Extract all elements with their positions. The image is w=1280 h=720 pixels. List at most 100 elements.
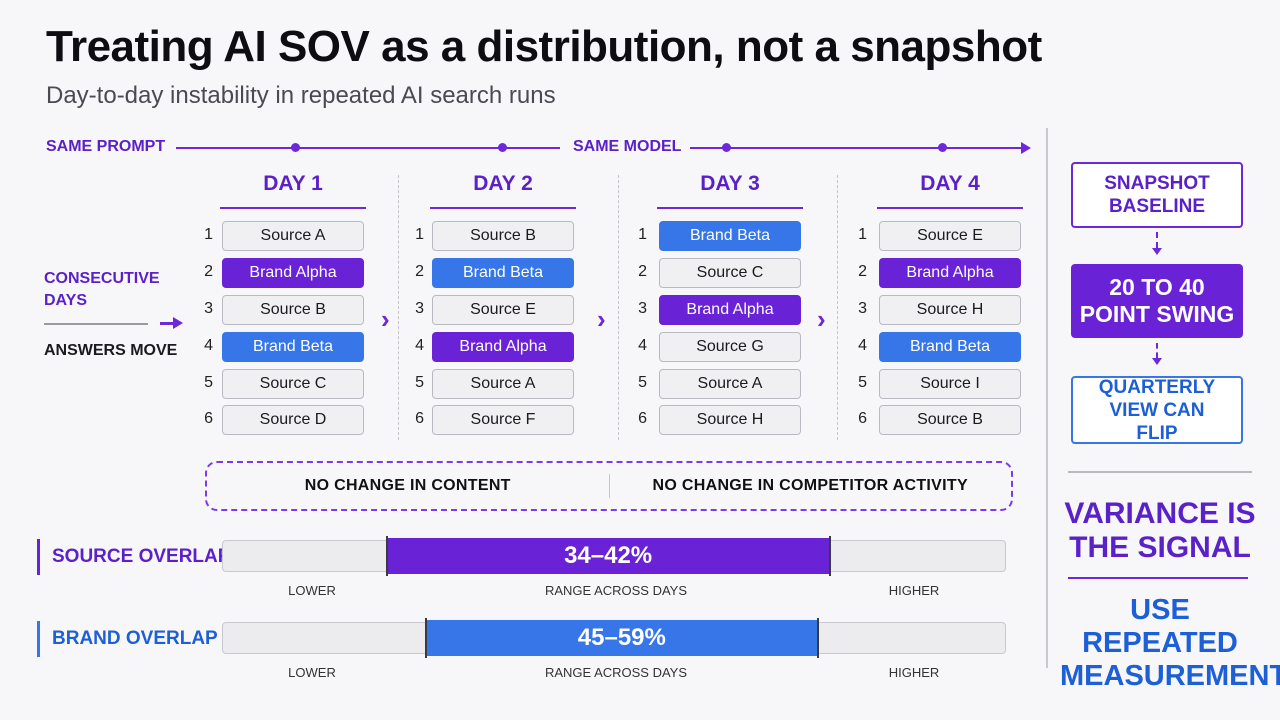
range-tick — [816, 618, 819, 658]
rank-number: 6 — [415, 410, 424, 427]
range-fill: 34–42% — [386, 538, 830, 574]
rank-number: 3 — [858, 300, 867, 317]
rank-number: 1 — [415, 226, 424, 243]
source-chip: Source B — [879, 405, 1021, 435]
scale-label-higher: HIGHER — [888, 665, 940, 680]
no-change-content: NO CHANGE IN CONTENT — [304, 477, 511, 494]
rank-number: 2 — [858, 263, 867, 280]
point-swing-text: 20 TO 40 POINT SWING — [1079, 274, 1235, 327]
source-chip: Source B — [222, 295, 364, 325]
source-chip: Source G — [659, 332, 801, 362]
brand-chip: Brand Beta — [432, 258, 574, 288]
range-value: 45–59% — [577, 624, 666, 651]
brand-chip: Brand Alpha — [879, 258, 1021, 288]
scale-label-lower: LOWER — [288, 665, 336, 680]
rank-number: 5 — [415, 374, 424, 391]
left-divider — [44, 323, 148, 325]
answers-move-label: ANSWERS MOVE — [44, 342, 178, 359]
flow-line-left — [176, 147, 560, 149]
flow-label-same-prompt: SAME PROMPT — [46, 138, 166, 155]
flow-dot — [722, 143, 731, 152]
snapshot-baseline-text: SNAPSHOT BASELINE — [1104, 173, 1210, 217]
statement-divider — [1068, 577, 1248, 579]
range-fill: 45–59% — [425, 620, 818, 656]
rank-number: 5 — [858, 374, 867, 391]
down-arrow-icon — [1152, 248, 1162, 255]
page-subtitle: Day-to-day instability in repeated AI se… — [46, 82, 556, 109]
flow-line-right — [690, 147, 1022, 149]
rank-number: 2 — [415, 263, 424, 280]
rank-number: 3 — [638, 300, 647, 317]
flow-dot — [291, 143, 300, 152]
scale-label-lower: LOWER — [288, 583, 336, 598]
chevron-right-icon: › — [381, 304, 390, 334]
source-chip: Source A — [222, 221, 364, 251]
rank-number: 6 — [638, 410, 647, 427]
brand-chip: Brand Alpha — [222, 258, 364, 288]
brand-chip: Brand Alpha — [432, 332, 574, 362]
source-chip: Source B — [432, 221, 574, 251]
bar-label-marker — [37, 539, 40, 575]
source-chip: Source C — [659, 258, 801, 288]
rank-number: 2 — [204, 263, 213, 280]
snapshot-baseline-box: SNAPSHOT BASELINE — [1071, 162, 1243, 228]
range-value: 34–42% — [564, 542, 653, 569]
scale-label-middle: RANGE ACROSS DAYS — [544, 583, 688, 598]
chevron-right-icon: › — [597, 304, 606, 334]
brand-chip: Brand Beta — [222, 332, 364, 362]
day-separator — [618, 175, 619, 440]
brand-chip: Brand Beta — [659, 221, 801, 251]
rank-number: 3 — [415, 300, 424, 317]
flow-arrowhead-icon — [1021, 142, 1031, 154]
source-chip: Source I — [879, 369, 1021, 399]
day-header-underline — [657, 207, 803, 209]
consecutive-days-label: CONSECUTIVE DAYS — [44, 270, 160, 309]
source-chip: Source E — [432, 295, 574, 325]
rank-number: 1 — [858, 226, 867, 243]
day-header: DAY 4 — [920, 172, 980, 195]
day-header: DAY 3 — [700, 172, 760, 195]
source-chip: Source H — [879, 295, 1021, 325]
rank-number: 6 — [204, 410, 213, 427]
rank-number: 1 — [638, 226, 647, 243]
rank-number: 4 — [858, 337, 867, 354]
rank-number: 5 — [638, 374, 647, 391]
flow-dot — [938, 143, 947, 152]
range-tick — [828, 536, 831, 576]
quarterly-view-box: QUARTERLY VIEW CAN FLIP — [1071, 376, 1243, 444]
rank-number: 5 — [204, 374, 213, 391]
connector-dash — [1156, 232, 1158, 248]
flow-label-same-model: SAME MODEL — [573, 138, 682, 155]
source-chip: Source A — [432, 369, 574, 399]
source-chip: Source A — [659, 369, 801, 399]
range-tick — [424, 618, 427, 658]
day-header-underline — [220, 207, 366, 209]
source-chip: Source D — [222, 405, 364, 435]
day-header: DAY 1 — [263, 172, 323, 195]
down-arrow-icon — [1152, 358, 1162, 365]
day-header-underline — [877, 207, 1023, 209]
rank-number: 2 — [638, 263, 647, 280]
page-title: Treating AI SOV as a distribution, not a… — [46, 22, 1042, 71]
source-chip: Source H — [659, 405, 801, 435]
left-arrow-icon — [173, 317, 183, 329]
day-header-underline — [430, 207, 576, 209]
bar-label: BRAND OVERLAP — [52, 628, 218, 649]
variance-signal-statement: VARIANCE IS THE SIGNAL — [1064, 497, 1256, 564]
source-chip: Source F — [432, 405, 574, 435]
rank-number: 1 — [204, 226, 213, 243]
brand-chip: Brand Beta — [879, 332, 1021, 362]
day-header: DAY 2 — [473, 172, 533, 195]
rank-number: 4 — [638, 337, 647, 354]
point-swing-box: 20 TO 40 POINT SWING — [1071, 264, 1243, 338]
right-divider — [1068, 471, 1252, 473]
rank-number: 3 — [204, 300, 213, 317]
right-panel-divider — [1046, 128, 1048, 668]
source-chip: Source E — [879, 221, 1021, 251]
no-change-competitor: NO CHANGE IN COMPETITOR ACTIVITY — [652, 477, 968, 494]
connector-dash — [1156, 343, 1158, 358]
scale-label-middle: RANGE ACROSS DAYS — [544, 665, 688, 680]
range-tick — [385, 536, 388, 576]
repeated-measurement-statement: USE REPEATED MEASUREMENT — [1060, 594, 1280, 692]
bar-label: SOURCE OVERLAP — [52, 546, 231, 567]
